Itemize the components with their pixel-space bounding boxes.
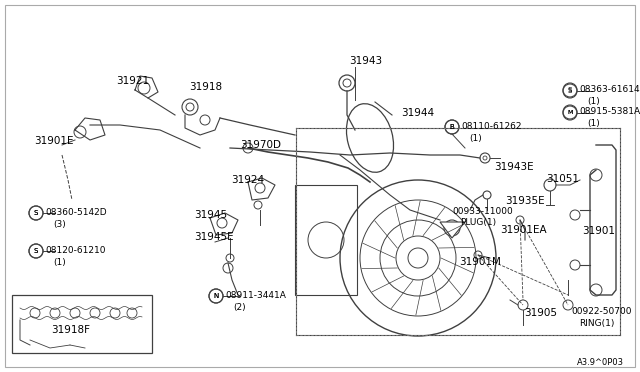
Text: (1): (1) [53,258,66,267]
Text: 08363-61614: 08363-61614 [579,85,639,94]
Text: S: S [34,210,38,216]
Text: B: B [450,124,454,130]
Text: N: N [213,293,219,299]
Text: RING(1): RING(1) [579,319,614,328]
Text: 31905: 31905 [524,308,557,318]
Text: 31901: 31901 [582,226,615,236]
Text: 31943: 31943 [349,56,382,66]
Text: M: M [567,109,573,115]
Text: M: M [567,110,573,115]
Text: 00922-50700: 00922-50700 [571,307,632,316]
Text: 08110-61262: 08110-61262 [461,122,522,131]
Text: 31901M: 31901M [459,257,501,267]
Text: N: N [213,293,219,299]
Text: 31901EA: 31901EA [500,225,547,235]
Text: 08915-5381A: 08915-5381A [579,107,640,116]
Polygon shape [440,222,465,238]
Text: 31945: 31945 [194,210,227,220]
Text: 31918F: 31918F [51,325,90,335]
Text: 31901E: 31901E [34,136,74,146]
Text: 31944: 31944 [401,108,434,118]
Text: S: S [568,87,572,93]
Text: (1): (1) [587,97,600,106]
Text: (3): (3) [53,220,66,229]
Text: S: S [568,88,572,94]
Text: S: S [34,248,38,254]
Text: (1): (1) [587,119,600,128]
Text: B: B [450,124,454,130]
Text: 31921: 31921 [116,76,149,86]
Bar [12,295,152,353]
Text: 08360-5142D: 08360-5142D [45,208,107,217]
Text: 31945E: 31945E [194,232,234,242]
Bar [295,185,357,295]
Text: 31943E: 31943E [494,162,534,172]
Text: (1): (1) [469,134,482,143]
Text: 31970D: 31970D [240,140,281,150]
Text: A3.9^0P03: A3.9^0P03 [577,358,624,367]
Text: 31935E: 31935E [505,196,545,206]
Text: 08120-61210: 08120-61210 [45,246,106,255]
Text: 31924: 31924 [231,175,264,185]
Circle shape [444,220,460,236]
Text: 31051: 31051 [546,174,579,184]
Text: S: S [34,248,38,254]
Text: (2): (2) [233,303,246,312]
Text: 08911-3441A: 08911-3441A [225,291,286,300]
Text: S: S [34,210,38,216]
Text: 31918: 31918 [189,82,222,92]
Text: PLUG(1): PLUG(1) [460,218,496,227]
Text: 00933-11000: 00933-11000 [452,207,513,216]
